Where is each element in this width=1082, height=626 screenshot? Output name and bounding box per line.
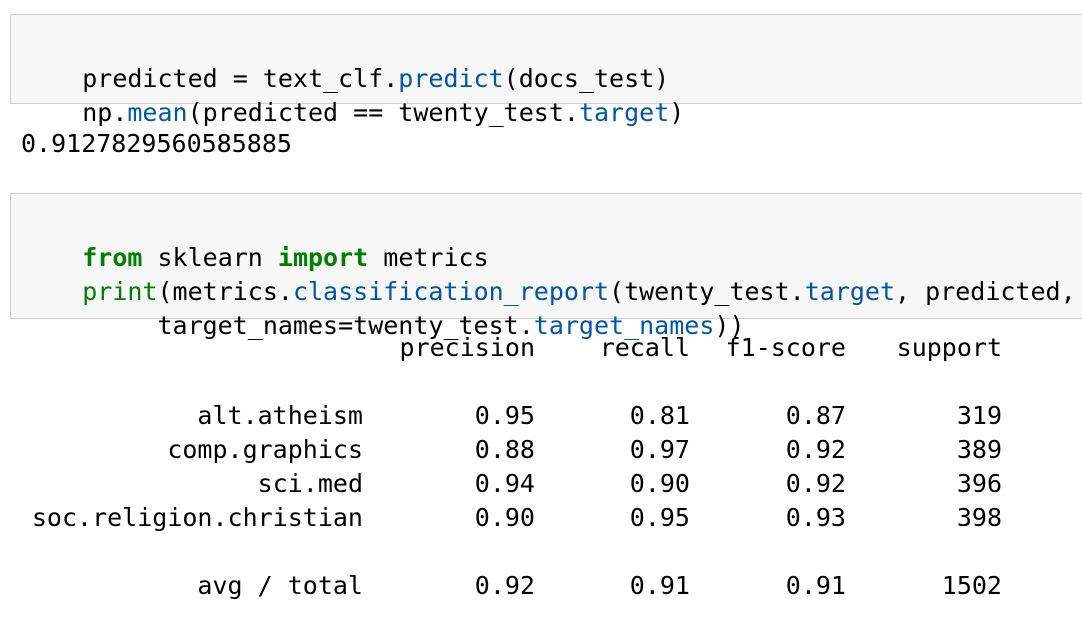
report-recall: 0.81 [629, 401, 690, 430]
code-text: ) [669, 98, 685, 127]
report-f1: 0.87 [785, 401, 846, 430]
report-total-recall: 0.91 [629, 571, 690, 600]
report-precision: 0.88 [474, 435, 535, 464]
code-attribute: target [578, 98, 670, 127]
header-support: support [896, 333, 1002, 362]
report-total-precision: 0.92 [474, 571, 535, 600]
report-row-label: alt.atheism [197, 401, 363, 430]
report-recall: 0.90 [629, 469, 690, 498]
report-support: 389 [956, 435, 1002, 464]
code-line: np.mean(predicted == twenty_test.target) [22, 62, 684, 127]
code-cell-2[interactable]: from sklearn import metrics print(metric… [10, 193, 1082, 340]
code-text: metrics [368, 243, 489, 272]
code-keyword: import [277, 243, 369, 272]
code-text: (twenty_test. [609, 277, 805, 306]
report-recall: 0.97 [629, 435, 690, 464]
code-method: classification_report [292, 277, 610, 306]
report-precision: 0.94 [474, 469, 535, 498]
report-row-label: soc.religion.christian [31, 503, 363, 532]
code-text: predicted = text_clf. [82, 64, 399, 93]
header-f1-score: f1-score [725, 333, 846, 362]
header-precision: precision [399, 333, 535, 362]
header-recall: recall [599, 333, 690, 362]
report-row-label: sci.med [257, 469, 363, 498]
code-line: print(metrics.classification_report(twen… [22, 241, 1075, 306]
report-f1: 0.93 [785, 503, 846, 532]
report-support: 398 [956, 503, 1002, 532]
code-method: mean [127, 98, 188, 127]
code-method: predict [398, 64, 504, 93]
report-support: 396 [956, 469, 1002, 498]
report-precision: 0.95 [474, 401, 535, 430]
report-support: 319 [956, 401, 1002, 430]
code-text: )) [714, 311, 745, 340]
code-builtin: print [82, 277, 158, 306]
cell-output-1: 0.9127829560585885 [21, 129, 292, 158]
code-line: target_names=twenty_test.target_names)) [22, 275, 744, 340]
report-total-f1: 0.91 [785, 571, 846, 600]
code-attribute: target_names [533, 311, 715, 340]
report-row-label: comp.graphics [167, 435, 363, 464]
code-text: np. [82, 98, 128, 127]
code-attribute: target [804, 277, 896, 306]
code-text: (metrics. [157, 277, 293, 306]
code-text: , predicted, [895, 277, 1076, 306]
report-recall: 0.95 [629, 503, 690, 532]
report-f1: 0.92 [785, 469, 846, 498]
code-line: predicted = text_clf.predict(docs_test) [22, 28, 669, 93]
report-total-label: avg / total [197, 571, 363, 600]
code-line: from sklearn import metrics [22, 207, 488, 272]
report-total-support: 1502 [941, 571, 1002, 600]
code-cell-1[interactable]: predicted = text_clf.predict(docs_test) … [10, 14, 1082, 127]
classification-report: precision recall f1-score support alt.at… [0, 331, 1082, 621]
code-text: (docs_test) [503, 64, 670, 93]
code-text: (predicted == twenty_test. [187, 98, 579, 127]
code-keyword: from [82, 243, 143, 272]
code-text: target_names=twenty_test. [82, 311, 534, 340]
code-text: sklearn [142, 243, 278, 272]
report-precision: 0.90 [474, 503, 535, 532]
report-f1: 0.92 [785, 435, 846, 464]
